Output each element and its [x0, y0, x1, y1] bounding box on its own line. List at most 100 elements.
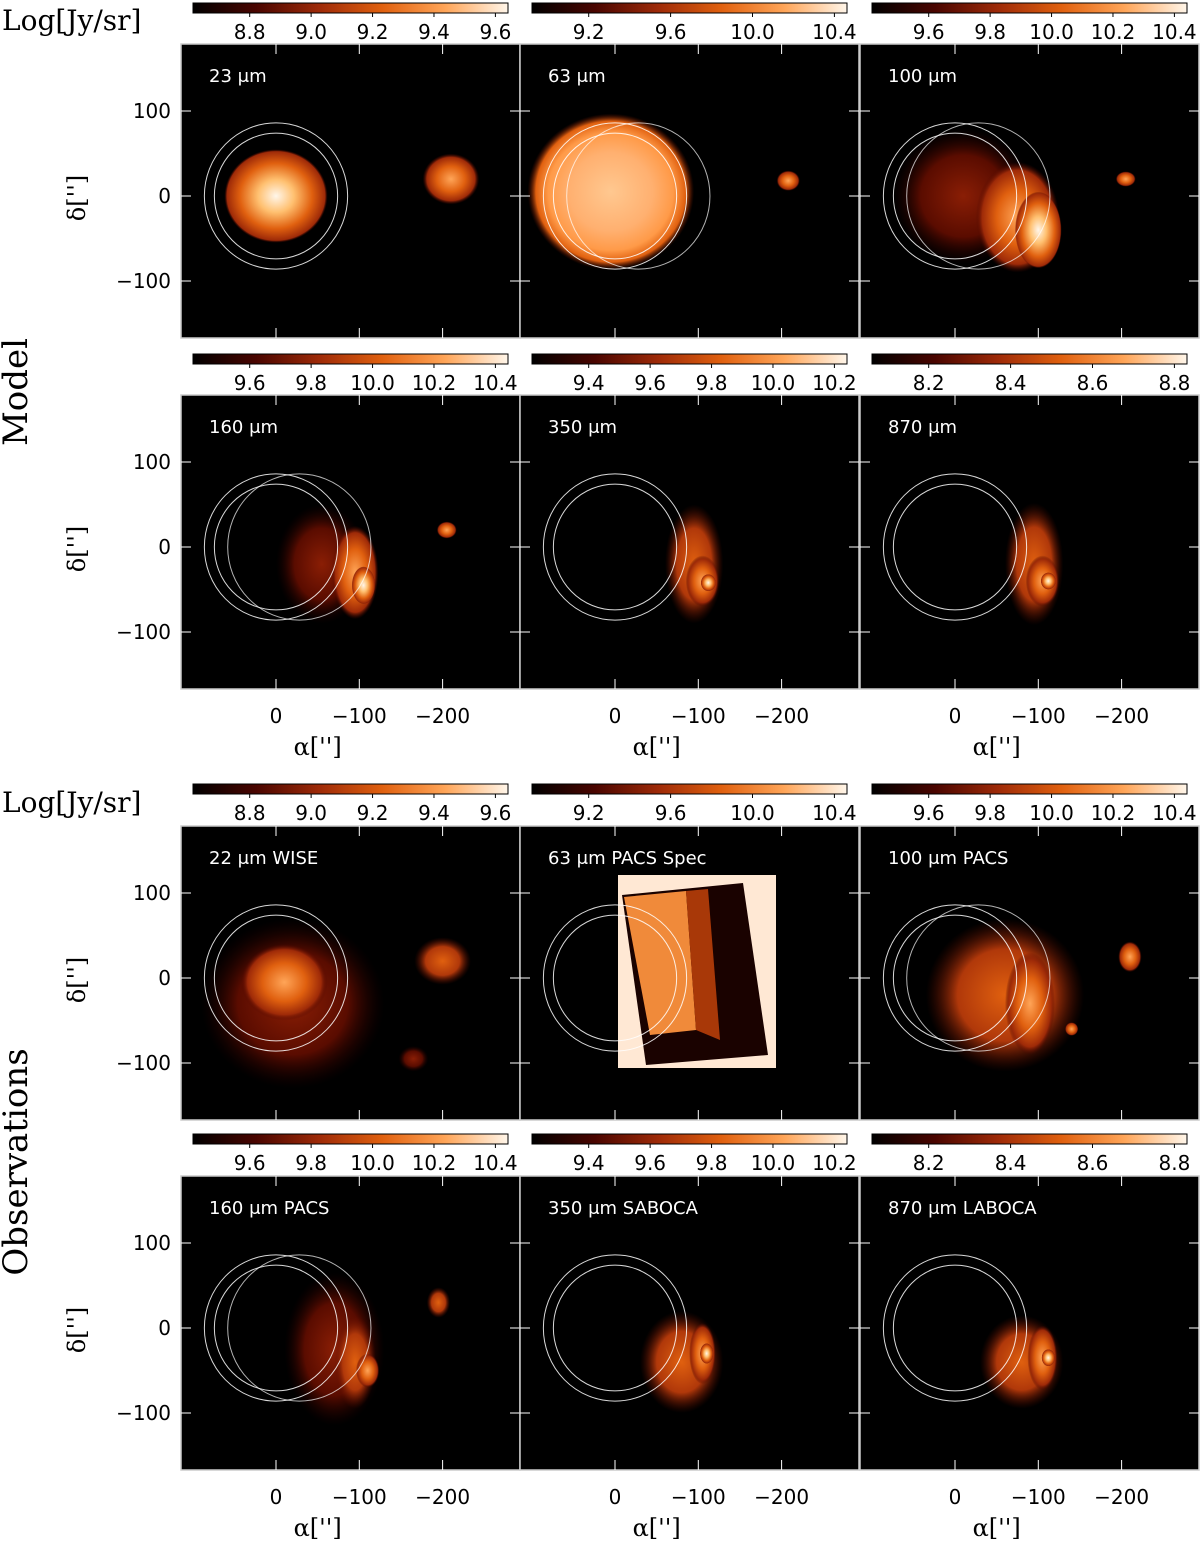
- reference-circle: [906, 904, 1051, 1052]
- colorbar-tick-label: 9.6: [655, 801, 687, 825]
- emission-blob: [1040, 572, 1056, 590]
- colorbar-tick-label: 9.2: [573, 20, 605, 44]
- colorbar-tick-label: 8.8: [1158, 371, 1190, 395]
- colorbars: 8.8 9.0 9.2 9.4 9.6 9.2 9.6 10.0 10.4 9.6 9.8 10.0 1…: [192, 2, 1197, 1175]
- colorbar-tick-label: 10.2: [1091, 20, 1136, 44]
- colorbar-tick-label: 10.2: [812, 1151, 857, 1175]
- x-tick-label: −200: [754, 1485, 809, 1509]
- reference-circle: [566, 122, 711, 270]
- emission-blob: [224, 149, 328, 243]
- panel-content: [882, 473, 1064, 626]
- panel-title: 100 μm PACS: [888, 848, 1008, 869]
- panel: 100 μm: [859, 43, 1200, 339]
- colorbar-tick-label: 8.6: [1077, 1151, 1109, 1175]
- colorbar: [531, 783, 848, 795]
- panel-frame: [859, 43, 1200, 339]
- y-axis-label: δ['']: [63, 526, 91, 572]
- reference-circle: [552, 483, 678, 611]
- colorbar-tick-label: 10.0: [730, 801, 775, 825]
- colorbar-tick-label: 9.4: [418, 801, 450, 825]
- panel: 22 μm WISE: [180, 825, 521, 1121]
- reference-circle: [542, 473, 688, 621]
- reference-circle: [882, 904, 1028, 1052]
- panel-frame: [519, 394, 860, 690]
- colorbar-tick-label: 9.4: [573, 371, 605, 395]
- colorbar-tick-label: 8.2: [913, 1151, 945, 1175]
- panel-title: 63 μm: [548, 66, 606, 87]
- x-tick-label: −200: [1094, 704, 1149, 728]
- x-tick-label: −100: [332, 1485, 387, 1509]
- y-tick-label: 100: [133, 99, 171, 123]
- panel: 350 μm: [519, 394, 860, 690]
- reference-circle: [213, 483, 339, 611]
- emission-blob: [1004, 952, 1055, 1055]
- panel-title: 160 μm: [209, 417, 278, 438]
- colorbar-tick-label: 9.4: [418, 20, 450, 44]
- reference-circle: [552, 914, 678, 1042]
- emission-blob: [422, 153, 480, 205]
- reference-circle: [892, 483, 1018, 611]
- colorbar-tick-label: 10.4: [1152, 801, 1197, 825]
- emission-blob: [700, 574, 716, 592]
- colorbar-tick-label: 10.4: [473, 371, 518, 395]
- emission-blob: [776, 170, 800, 191]
- colorbar-tick-label: 10.0: [350, 1151, 395, 1175]
- spec-map-mid: [686, 889, 720, 1040]
- colorbar: [871, 353, 1188, 365]
- colorbar: [531, 2, 848, 14]
- panel: 350 μm SABOCA: [519, 1175, 860, 1471]
- emission-blob: [1115, 171, 1136, 187]
- panel-title: 350 μm SABOCA: [548, 1198, 699, 1219]
- y-tick-label: −100: [116, 269, 171, 293]
- panel-content: [203, 1254, 451, 1426]
- colorbar-tick-label: 9.0: [295, 801, 327, 825]
- panel-title: 870 μm: [888, 417, 957, 438]
- reference-circle: [892, 132, 1018, 260]
- colorbar: [192, 2, 509, 14]
- panel-frame: [859, 1175, 1200, 1471]
- y-tick-label: 0: [158, 1316, 171, 1340]
- x-axis-label: α['']: [294, 733, 342, 761]
- panel-content: [882, 904, 1142, 1072]
- colorbar-tick-label: 8.8: [234, 801, 266, 825]
- colorbar-tick-label: 9.8: [295, 371, 327, 395]
- emission-blob: [1118, 941, 1142, 973]
- panel: 870 μm: [859, 394, 1200, 690]
- colorbar-tick-label: 8.8: [234, 20, 266, 44]
- panel: 160 μm PACS: [180, 1175, 521, 1471]
- colorbar-tick-label: 9.6: [234, 371, 266, 395]
- reference-circle: [892, 1264, 1018, 1392]
- y-axis-label: δ['']: [63, 1307, 91, 1353]
- panel-content: [203, 473, 457, 624]
- x-tick-label: 0: [949, 1485, 962, 1509]
- panel-frame: [519, 1175, 860, 1471]
- colorbar: [871, 2, 1188, 14]
- y-axis-label: δ['']: [63, 957, 91, 1003]
- panel-title: 100 μm: [888, 66, 957, 87]
- panel: 160 μm: [180, 394, 521, 690]
- colorbar-tick-label: 9.6: [913, 20, 945, 44]
- colorbar-tick-label: 9.2: [573, 801, 605, 825]
- x-tick-label: −100: [1011, 1485, 1066, 1509]
- colorbar-tick-label: 9.0: [295, 20, 327, 44]
- reference-circle: [552, 1264, 678, 1392]
- x-tick-label: 0: [270, 704, 283, 728]
- colorbar-tick-label: 9.2: [357, 20, 389, 44]
- reference-circle: [213, 132, 339, 260]
- colorbar-tick-label: 10.4: [1152, 20, 1197, 44]
- colorbar-tick-label: 8.4: [995, 1151, 1027, 1175]
- y-tick-label: 100: [133, 450, 171, 474]
- panel-title: 160 μm PACS: [209, 1198, 329, 1219]
- reference-circle: [542, 122, 688, 270]
- panel-title: 63 μm PACS Spec: [548, 848, 707, 869]
- reference-circle: [213, 914, 339, 1042]
- x-axis-label: α['']: [973, 1514, 1021, 1542]
- reference-circle: [552, 132, 678, 260]
- colorbar-tick-label: 10.2: [812, 371, 857, 395]
- emission-blob: [436, 521, 457, 539]
- group-label-observations: Observations: [0, 1048, 36, 1275]
- panel: 23 μm: [180, 43, 521, 339]
- panels: 23 μm 63 μm 100 μm 160 μm 350 μm 870 μm 22 μm …: [180, 43, 1200, 1471]
- x-tick-label: −200: [1094, 1485, 1149, 1509]
